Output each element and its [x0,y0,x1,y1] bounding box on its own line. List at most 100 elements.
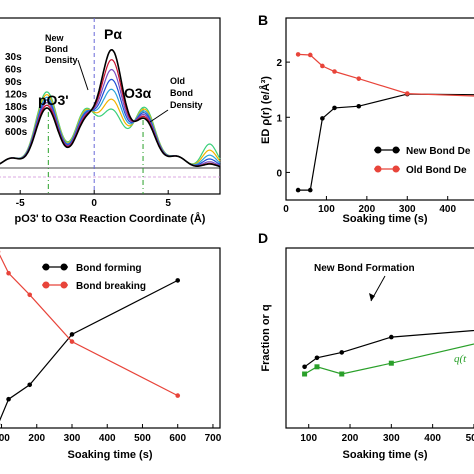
q-label: q(t [454,353,467,365]
series-0-point-3 [332,105,337,111]
series-0-point-3 [69,332,75,337]
density-curve-2 [0,68,221,167]
a-xtick-label-0: -5 [16,198,25,209]
series-0-point-1 [314,355,320,361]
series-line-1 [298,53,474,97]
legend-breaking-marker-r [60,281,68,289]
series-1-point-1 [314,364,320,370]
legend-forming-marker-r [60,263,68,271]
series-1-point-4 [356,76,362,81]
time-legend-item-2: 90s [5,77,22,88]
old-bond-label-3: Density [170,100,203,110]
c-xtick-label-6: 600 [169,433,186,444]
time-legend-item-3: 120s [5,90,28,101]
series-1-point-4 [175,393,181,398]
series-0-point-4 [356,103,362,109]
density-curve-1 [0,59,221,167]
series-0-point-1 [6,396,11,402]
old-bond-label-2: Bond [170,88,193,98]
b-xtick-label-4: 400 [439,204,456,215]
panel-a-xlabel: pO3' to O3α Reaction Coordinate (Å) [15,212,206,225]
c-xtick-label-2: 200 [28,433,45,444]
b-ytick-label-1: 1 [276,113,282,124]
panel-b-ylabel: ED ρ(r) (e/Å³) [259,76,272,144]
new-bond-arrow [77,59,89,91]
legend-forming-text: Bond forming [76,263,142,274]
series-1-point-5 [404,91,410,96]
c-xtick-label-3: 300 [64,433,81,444]
density-curve-0 [0,48,221,168]
time-legend-item-5: 300s [5,115,28,126]
nbf-arrowhead [369,293,375,301]
series-0-point-1 [307,187,313,193]
time-legend-item-6: 600s [5,127,28,138]
new-bond-formation-label: New Bond Formation [314,263,415,274]
series-line-1 [304,343,474,375]
old-bond-label-1: Old [170,76,185,86]
a-xtick-label-2: 5 [165,198,171,209]
c-xtick-label-1: 100 [0,433,10,444]
b-ytick-label-2: 2 [276,58,282,69]
panel-d-label: D [258,230,268,246]
legend-old-marker-l [374,165,382,173]
old-bond-arrow [149,109,169,123]
panel-d-xlabel: Soaking time (s) [343,449,428,461]
time-legend-item-1: 60s [5,65,22,76]
new-bond-label-1: New [45,33,65,43]
legend-new-marker-l [374,146,382,154]
series-0-point-0 [295,187,301,193]
b-ytick-label-0: 0 [276,168,282,179]
series-1-point-3 [69,339,75,344]
d-xtick-label-0: 100 [300,433,317,444]
c-xtick-label-5: 500 [134,433,151,444]
panel-b-label: B [258,12,268,28]
series-0-point-2 [339,350,345,355]
series-1-point-3 [388,360,394,366]
panel-a-frame [0,17,221,195]
panel-c: 100 200 300 400 500 600 700 Bond forming Bond … [0,247,222,461]
time-legend-item-0: 30s [5,52,22,63]
series-line-0 [0,279,178,422]
panel-b-legend: New Bond De Old Bond De [374,146,471,176]
panel-d-ylabel: Fraction or q [260,304,272,371]
series-0-point-2 [27,382,33,388]
panel-c-legend: Bond forming Bond breaking [42,263,146,292]
panel-a: -5 0 5 Pα O3α pO3' New Bond Density Old Bo… [0,17,221,225]
panel-c-frame [0,247,221,429]
b-xtick-label-0: 0 [283,204,289,215]
series-0-point-2 [320,116,325,121]
legend-breaking-text: Bond breaking [76,281,146,292]
series-1-point-0 [295,52,301,57]
series-1-point-0 [302,371,308,377]
series-1-point-2 [27,292,33,298]
legend-new-text: New Bond De [406,146,471,157]
d-xtick-label-2: 300 [383,433,400,444]
palpha-label: Pα [104,26,122,42]
d-xtick-label-3: 400 [424,433,441,444]
series-0-point-4 [175,278,181,283]
legend-old-text: Old Bond De [406,165,467,176]
panel-c-xlabel: Soaking time (s) [68,449,153,461]
legend-old-marker-r [392,165,400,173]
panel-b: B 0 100 200 300 400 0 1 2 ED ρ(r) (e/Å³) Soakin… [258,12,474,225]
new-bond-label-3: Density [45,55,78,65]
series-1-point-1 [307,52,313,58]
series-1-point-2 [320,63,325,69]
panel-d: D 100 200 300 400 500 Fraction or q Soaking … [258,230,474,461]
panel-b-frame [285,17,474,201]
series-0-point-0 [302,364,307,370]
o3a-label: O3α [124,85,152,101]
po3-label: pO3' [38,92,69,108]
d-xtick-label-4: 500 [466,433,474,444]
b-xtick-label-1: 100 [318,204,335,215]
time-legend-item-4: 180s [5,102,28,113]
series-0-point-3 [389,334,394,340]
c-xtick-label-4: 400 [99,433,116,444]
b-xtick-label-3: 300 [399,204,416,215]
d-xtick-label-1: 200 [342,433,359,444]
series-1-point-1 [6,270,11,276]
b-xtick-label-2: 200 [359,204,376,215]
series-1-point-2 [339,371,345,377]
legend-new-marker-r [392,146,400,154]
